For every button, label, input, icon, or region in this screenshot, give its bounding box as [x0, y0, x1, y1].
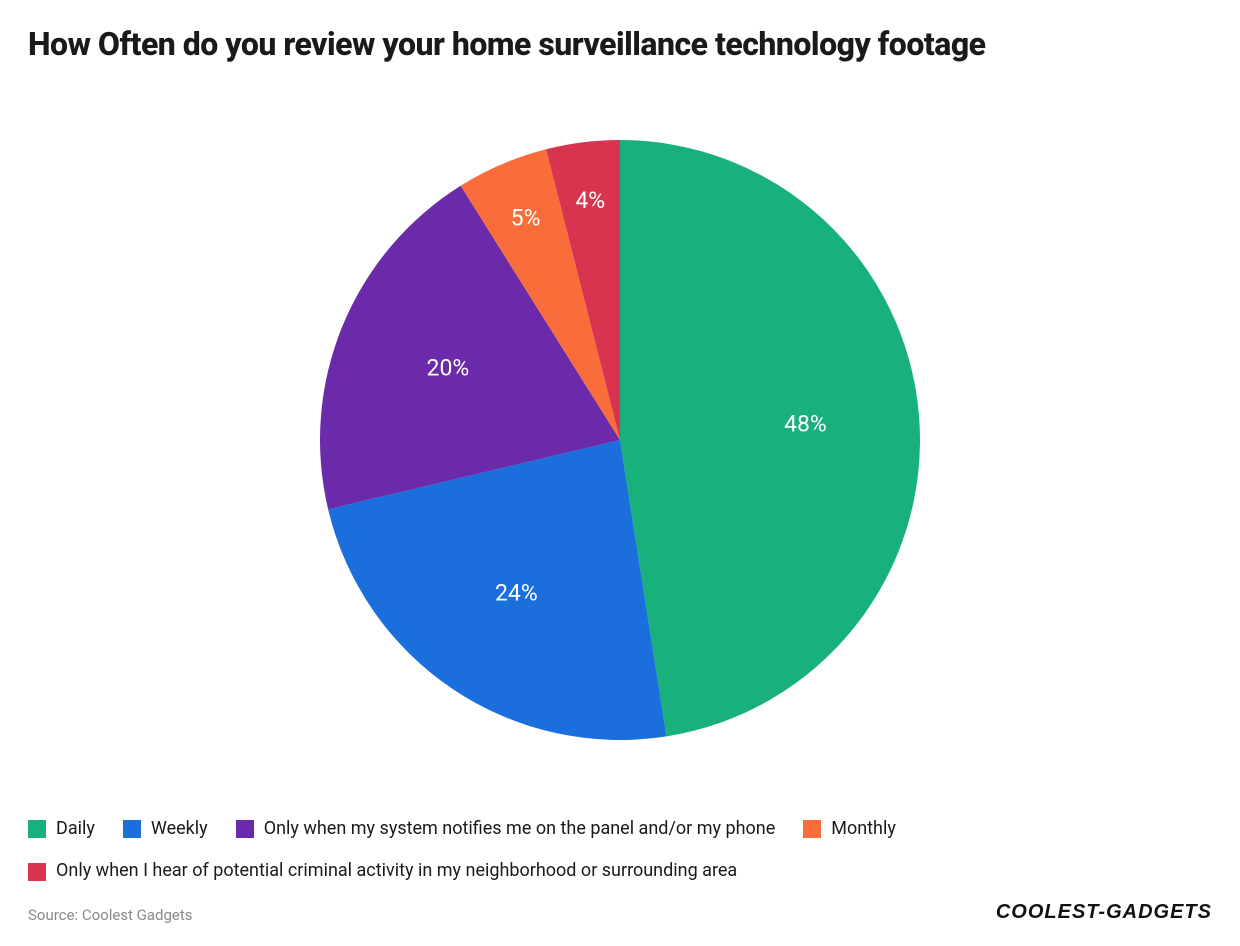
footer: Source: Coolest Gadgets Coolest-Gadgets: [28, 901, 1212, 946]
pie-chart: 48% 24% 20% 5% 4%: [310, 130, 930, 750]
legend-item: Monthly: [803, 814, 896, 845]
legend-label: Only when my system notifies me on the p…: [264, 814, 776, 845]
legend-item: Only when I hear of potential criminal a…: [28, 856, 737, 887]
brand-part2: Gadgets: [1106, 901, 1212, 923]
legend-label: Only when I hear of potential criminal a…: [56, 856, 737, 887]
source-text: Source: Coolest Gadgets: [28, 906, 193, 924]
legend-swatch: [28, 820, 46, 838]
slice-label: 4%: [575, 187, 605, 214]
legend-item: Weekly: [123, 814, 208, 845]
pie-chart-area: 48% 24% 20% 5% 4%: [28, 74, 1212, 806]
legend-swatch: [123, 820, 141, 838]
chart-container: How Often do you review your home survei…: [0, 0, 1240, 946]
chart-title: How Often do you review your home survei…: [28, 24, 1128, 64]
legend-label: Daily: [56, 814, 95, 845]
slice-label: 20%: [427, 354, 470, 381]
legend-swatch: [236, 820, 254, 838]
brand-part1: Coolest: [996, 901, 1099, 923]
legend-label: Weekly: [151, 814, 208, 845]
legend-item: Daily: [28, 814, 95, 845]
legend-item: Only when my system notifies me on the p…: [236, 814, 776, 845]
brand-logo: Coolest-Gadgets: [996, 901, 1212, 924]
legend-swatch: [28, 863, 46, 881]
legend-swatch: [803, 820, 821, 838]
slice-label: 24%: [495, 579, 538, 606]
slice-label: 5%: [511, 204, 541, 231]
pie-slice: [620, 140, 920, 736]
legend: Daily Weekly Only when my system notifies …: [28, 814, 1212, 887]
brand-dash: -: [1098, 901, 1106, 923]
slice-label: 48%: [784, 411, 827, 438]
legend-label: Monthly: [831, 814, 896, 845]
